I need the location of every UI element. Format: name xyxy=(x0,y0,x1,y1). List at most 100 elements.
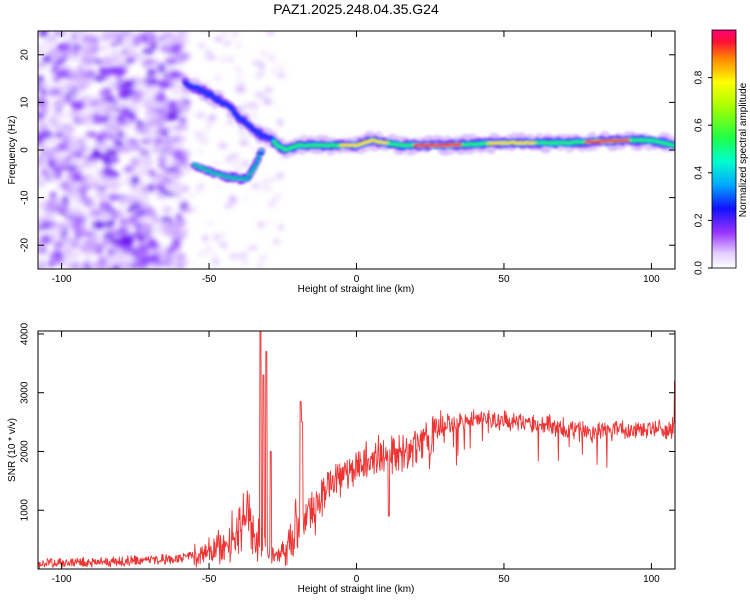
noise-blob xyxy=(106,219,115,227)
noise-blob xyxy=(224,40,231,46)
noise-blob xyxy=(170,265,178,269)
noise-blob xyxy=(82,246,94,255)
noise-blob xyxy=(168,52,178,60)
noise-blob xyxy=(256,263,264,268)
noise-blob xyxy=(159,129,170,136)
noise-blob xyxy=(144,211,158,219)
noise-blob xyxy=(112,31,122,39)
noise-blob xyxy=(278,64,285,71)
noise-blob xyxy=(171,86,179,96)
noise-blob xyxy=(237,73,245,79)
spectrogram-ylabel: Frequency (Hz) xyxy=(7,116,18,185)
spectrogram-xtick-label: 50 xyxy=(498,274,510,285)
noise-blob xyxy=(253,73,263,79)
noise-blob xyxy=(57,144,68,152)
noise-blob xyxy=(92,37,100,44)
noise-blob xyxy=(104,148,119,157)
noise-blob xyxy=(56,203,70,211)
noise-blob xyxy=(83,145,91,153)
noise-blob xyxy=(231,198,237,204)
noise-blob xyxy=(67,140,77,151)
noise-blob xyxy=(243,196,249,200)
chart-title: PAZ1.2025.248.04.35.G24 xyxy=(273,1,439,17)
noise-blob xyxy=(38,200,47,207)
noise-blob xyxy=(73,43,81,50)
noise-blob xyxy=(205,125,211,132)
noise-blob xyxy=(163,191,176,197)
noise-blob xyxy=(274,104,280,108)
noise-blob xyxy=(111,51,121,58)
noise-blob xyxy=(218,143,227,149)
signal-blob xyxy=(248,171,254,175)
noise-blob xyxy=(213,234,220,240)
signal-blob xyxy=(255,158,261,162)
noise-blob xyxy=(119,100,128,109)
noise-blob xyxy=(68,183,76,190)
noise-blob xyxy=(38,31,49,38)
noise-blob xyxy=(206,122,215,126)
signal-band xyxy=(270,136,675,153)
noise-blob xyxy=(93,111,101,121)
noise-blob xyxy=(124,223,138,229)
noise-blob xyxy=(161,46,174,52)
noise-blob xyxy=(277,72,286,79)
snr-ylabel: SNR (10 * v/v) xyxy=(7,418,18,482)
noise-blob xyxy=(182,183,189,189)
noise-blob xyxy=(268,177,277,182)
noise-blob xyxy=(61,196,70,201)
noise-blob xyxy=(157,195,169,201)
noise-blob xyxy=(67,160,81,167)
signal-blob xyxy=(245,177,250,181)
noise-blob xyxy=(118,218,128,226)
noise-blob xyxy=(83,257,92,266)
noise-blob xyxy=(206,55,217,60)
noise-blob xyxy=(257,221,265,229)
noise-blob xyxy=(198,131,207,138)
noise-blob xyxy=(164,57,178,65)
noise-blob xyxy=(74,87,85,94)
noise-blob xyxy=(131,158,140,168)
noise-blob xyxy=(219,232,226,239)
noise-blob xyxy=(180,225,190,230)
noise-blob xyxy=(50,106,60,111)
signal-core xyxy=(383,141,389,145)
noise-blob xyxy=(141,87,149,96)
noise-blob xyxy=(229,253,240,260)
noise-blob xyxy=(122,179,131,186)
noise-blob xyxy=(67,196,75,201)
noise-blob xyxy=(104,203,113,211)
noise-blob xyxy=(48,260,56,268)
noise-blob xyxy=(202,235,209,242)
noise-blob xyxy=(96,186,107,191)
noise-blob xyxy=(129,202,143,210)
noise-blob xyxy=(47,169,57,180)
snr-xtick-label: -100 xyxy=(52,574,72,585)
noise-blob xyxy=(138,80,148,86)
noise-blob xyxy=(58,222,71,230)
noise-blob xyxy=(260,51,268,56)
noise-blob xyxy=(38,229,43,240)
snr-xtick-label: 0 xyxy=(354,574,360,585)
noise-blob xyxy=(258,62,265,70)
noise-blob xyxy=(174,254,184,262)
noise-blob xyxy=(235,42,242,49)
noise-blob xyxy=(88,94,97,103)
noise-blob xyxy=(64,165,76,171)
noise-blob xyxy=(84,199,91,208)
signal-blob xyxy=(254,163,259,167)
noise-blob xyxy=(128,139,139,144)
noise-blob xyxy=(75,243,83,249)
signal-blob xyxy=(252,166,257,170)
noise-blob xyxy=(232,31,238,38)
noise-blob xyxy=(157,89,165,96)
noise-blob xyxy=(38,242,43,250)
noise-blob xyxy=(141,48,155,55)
noise-blob xyxy=(154,94,167,103)
noise-blob xyxy=(121,79,136,88)
noise-blob xyxy=(107,183,121,189)
noise-blob xyxy=(118,199,126,210)
noise-blob xyxy=(95,191,109,200)
noise-blob xyxy=(178,125,189,131)
